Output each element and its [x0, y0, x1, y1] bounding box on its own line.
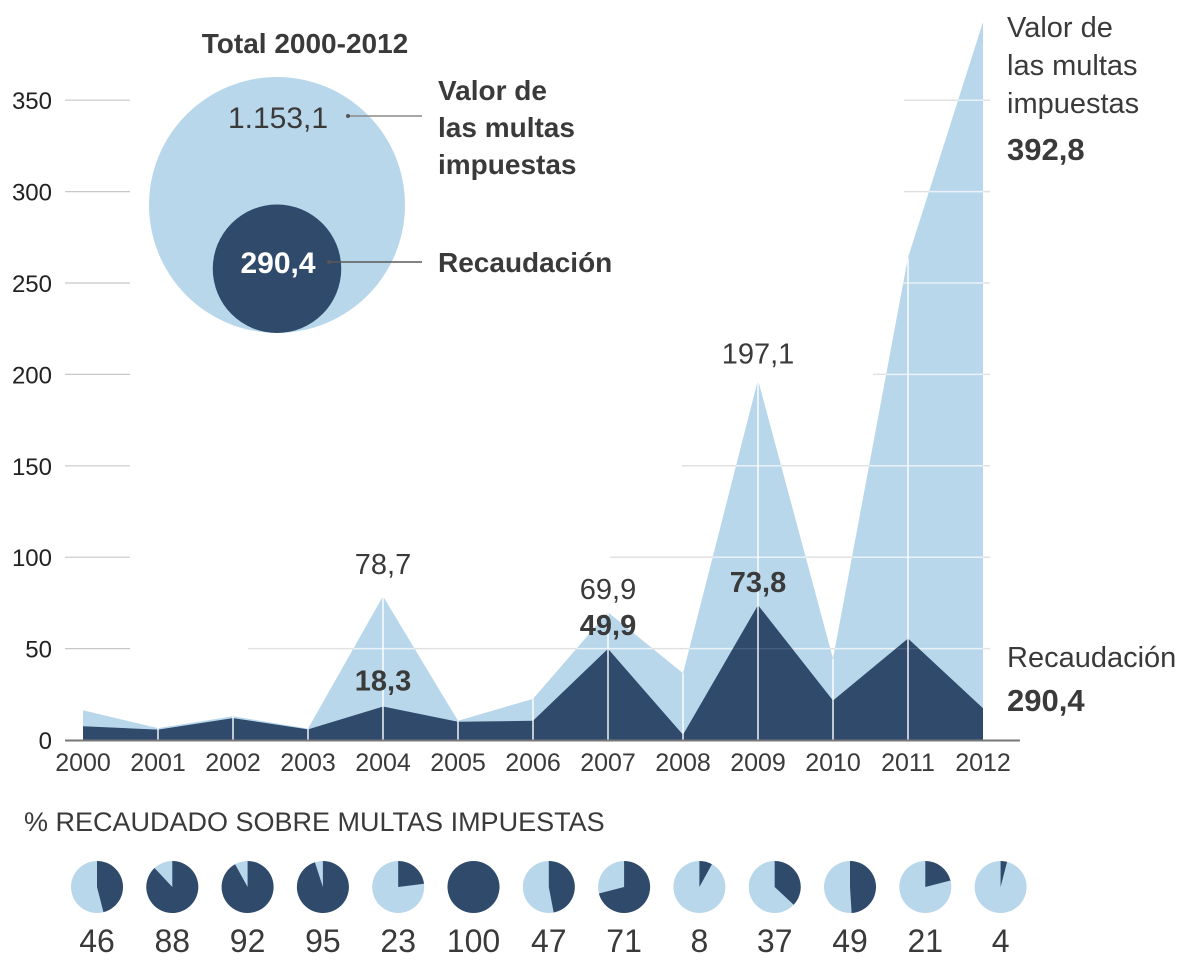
- x-tick-label: 2006: [505, 749, 561, 777]
- y-tick-label: 50: [25, 637, 52, 664]
- end-value-impuestas: 392,8: [1007, 132, 1085, 167]
- pie-slice: [774, 861, 801, 905]
- end-value-recaudacion: 290,4: [1007, 683, 1085, 718]
- pie-slice: [925, 861, 951, 887]
- end-labels: Valor de las multas impuestas 392,8 Recaudac…: [1007, 12, 1176, 718]
- pie-slice: [146, 861, 199, 914]
- pie-slice: [598, 861, 651, 913]
- annotation-recaudacion: 18,3: [355, 666, 411, 698]
- bubble-value-recaudacion: 290,4: [240, 247, 315, 280]
- x-tick-label: 2000: [55, 749, 111, 777]
- pies-title: % RECAUDADO SOBRE MULTAS IMPUESTAS: [24, 807, 605, 837]
- connector-dot: [327, 260, 331, 264]
- pie-label: 95: [305, 923, 341, 959]
- x-tick-label: 2007: [580, 749, 636, 777]
- bubble-value-impuestas: 1.153,1: [228, 102, 328, 135]
- y-tick-label: 200: [12, 362, 52, 389]
- axes: 0 50 100 150 200 250 300 350 2000 2001 2002 2003 200…: [12, 88, 1020, 777]
- pie-slice: [699, 861, 712, 887]
- pie-label: 46: [79, 923, 115, 959]
- x-tick-label: 2012: [955, 749, 1011, 777]
- bubble-legend-impuestas: impuestas: [438, 149, 577, 180]
- x-tick-label: 2008: [655, 749, 711, 777]
- annotation-impuestas: 78,7: [355, 549, 411, 581]
- connector-dot: [346, 114, 350, 118]
- pie-slice: [1000, 861, 1008, 887]
- y-tick-label: 100: [12, 545, 52, 572]
- y-tick-label: 300: [12, 180, 52, 207]
- x-tick-label: 2001: [130, 749, 186, 777]
- bubble-legend-impuestas: las multas: [438, 112, 575, 143]
- pie-slice: [296, 861, 349, 913]
- annotation-recaudacion: 49,9: [580, 610, 636, 642]
- pie-label: 37: [757, 923, 793, 959]
- end-label-impuestas: Valor de: [1007, 12, 1113, 44]
- pie-slice: [97, 861, 123, 913]
- annotation-impuestas: 69,9: [580, 574, 636, 606]
- total-summary: Total 2000-2012 1.153,1 290,4 Valor de las m…: [149, 28, 612, 333]
- x-tick-label: 2004: [355, 749, 411, 777]
- end-label-recaudacion: Recaudación: [1007, 642, 1176, 674]
- x-tick-label: 2011: [881, 749, 935, 777]
- y-tick-label: 0: [39, 728, 52, 755]
- pie-label: 23: [380, 923, 416, 959]
- pie-label: 71: [606, 923, 642, 959]
- pie-label: 100: [447, 923, 500, 959]
- pie-label: 21: [908, 923, 944, 959]
- x-tick-label: 2002: [205, 749, 261, 777]
- y-tick-label: 250: [12, 271, 52, 298]
- pie-label: 88: [155, 923, 191, 959]
- annotation-impuestas: 197,1: [722, 339, 795, 371]
- annotation-recaudacion: 73,8: [730, 567, 786, 599]
- bubble-legend-recaudacion: Recaudación: [438, 247, 612, 278]
- x-tick-label: 2009: [730, 749, 786, 777]
- annotations: 78,7 18,3 69,9 49,9 197,1 73,8: [355, 339, 795, 698]
- pies-row: % RECAUDADO SOBRE MULTAS IMPUESTAS 46 88 92…: [24, 807, 1027, 959]
- pie-slice: [398, 861, 424, 887]
- bubble-legend-impuestas: Valor de: [438, 75, 547, 106]
- y-tick-label: 350: [12, 88, 52, 115]
- y-tick-label: 150: [12, 454, 52, 481]
- pie-label: 4: [992, 923, 1010, 959]
- end-label-impuestas: impuestas: [1007, 88, 1139, 120]
- pie-slice: [548, 861, 575, 913]
- end-label-impuestas: las multas: [1007, 50, 1138, 82]
- pie-slice: [221, 861, 274, 913]
- year-guides: [157, 257, 909, 740]
- pie-label: 47: [531, 923, 567, 959]
- pie-label: 92: [230, 923, 266, 959]
- bubble-recaudacion: [212, 204, 342, 333]
- pie-label: 8: [691, 923, 709, 959]
- pie-slice: [447, 861, 500, 913]
- x-tick-label: 2010: [805, 749, 861, 777]
- pie-label: 49: [832, 923, 868, 959]
- x-tick-label: 2003: [280, 749, 336, 777]
- pie-slice: [850, 861, 876, 913]
- x-tick-label: 2005: [430, 749, 486, 777]
- summary-title: Total 2000-2012: [202, 28, 409, 59]
